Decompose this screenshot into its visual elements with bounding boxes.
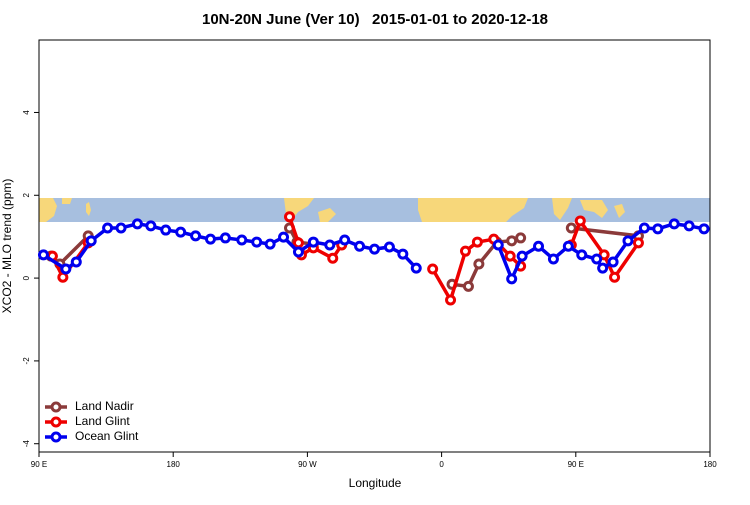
point (504, 250, 516, 262)
point (565, 222, 577, 234)
land (62, 198, 72, 204)
legend-label: Land Nadir (75, 399, 134, 413)
point (60, 263, 72, 275)
point (632, 237, 644, 249)
point (597, 262, 609, 274)
map-strip (39, 198, 710, 222)
point (190, 230, 202, 242)
land (39, 198, 57, 222)
land (580, 200, 608, 218)
point (506, 235, 518, 247)
ocean-band (39, 198, 710, 222)
point (591, 253, 603, 265)
land (614, 204, 625, 218)
x-axis-label: Longitude (349, 476, 402, 490)
point (638, 222, 650, 234)
point (698, 223, 710, 235)
x-tick-label: 90 E (31, 460, 47, 469)
point (284, 211, 296, 223)
point (354, 240, 366, 252)
point (427, 263, 439, 275)
point (292, 237, 304, 249)
y-tick-label: -4 (22, 440, 31, 448)
point (324, 239, 336, 251)
point (339, 234, 351, 246)
point (292, 246, 304, 258)
point (515, 232, 527, 244)
point (219, 232, 231, 244)
point (264, 238, 276, 250)
y-tick-label: 0 (22, 275, 31, 280)
point (236, 234, 248, 246)
point (576, 249, 588, 261)
point (251, 236, 263, 248)
y-tick-label: 2 (22, 193, 31, 198)
point (410, 262, 422, 274)
x-tick-label: 180 (167, 460, 181, 469)
point (115, 222, 127, 234)
x-tick-label: 90 W (298, 460, 317, 469)
point (102, 222, 114, 234)
point (131, 218, 143, 230)
point (506, 273, 518, 285)
land (552, 198, 572, 220)
land (318, 208, 336, 222)
chart-title: 10N-20N June (Ver 10) 2015-01-01 to 2020… (202, 11, 548, 28)
point (37, 249, 49, 261)
point (307, 236, 319, 248)
point (473, 258, 485, 270)
point (85, 235, 97, 247)
point (471, 236, 483, 248)
point (492, 239, 504, 251)
land (418, 198, 528, 222)
point (145, 220, 157, 232)
legend-label: Ocean Glint (75, 429, 139, 443)
point (383, 241, 395, 253)
point (445, 294, 457, 306)
plot-frame (38, 39, 711, 453)
point (462, 280, 474, 292)
y-tick-label: 4 (22, 110, 31, 115)
point (459, 245, 471, 257)
y-tick-label: -2 (22, 357, 31, 365)
point (533, 240, 545, 252)
legend-label: Land Glint (75, 414, 130, 428)
point (278, 231, 290, 243)
x-tick-label: 90 E (568, 460, 584, 469)
x-tick-label: 0 (439, 460, 444, 469)
point (668, 218, 680, 230)
point (327, 252, 339, 264)
y-axis-label: XCO2 - MLO trend (ppm) (0, 179, 14, 314)
point (574, 215, 586, 227)
point (397, 248, 409, 260)
point (562, 240, 574, 252)
point (516, 250, 528, 262)
point (175, 226, 187, 238)
x-tick-label: 180 (703, 460, 717, 469)
point (609, 271, 621, 283)
point (547, 253, 559, 265)
legend-marker (50, 401, 62, 413)
point (622, 235, 634, 247)
point (160, 224, 172, 236)
point (683, 220, 695, 232)
land (86, 202, 91, 216)
legend-marker (50, 431, 62, 443)
point (204, 233, 216, 245)
point (369, 243, 380, 255)
legend-marker (50, 416, 62, 428)
point (652, 223, 664, 235)
point (607, 256, 619, 268)
point (70, 256, 82, 268)
